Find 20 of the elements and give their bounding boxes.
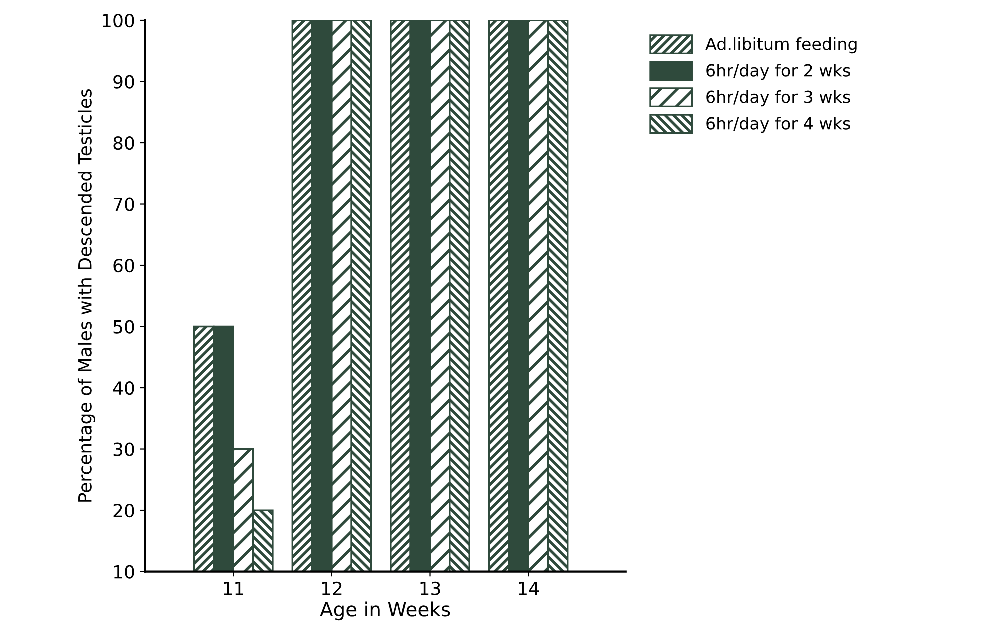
y-axis-title: Percentage of Males with Descended Testicles xyxy=(78,89,96,502)
x-tick-label: 13 xyxy=(420,582,440,596)
y-tick-label: 90 xyxy=(114,75,134,89)
y-tick-label: 30 xyxy=(114,442,134,456)
y-tick-label: 10 xyxy=(114,565,134,579)
y-tick-label: 20 xyxy=(114,504,134,518)
x-tick-label: 12 xyxy=(322,582,342,596)
legend-label: 6hr/day for 3 wks xyxy=(706,90,850,107)
legend-label: 6hr/day for 4 wks xyxy=(706,117,850,134)
x-axis-title: Age in Weeks xyxy=(320,602,450,621)
y-tick-label: 70 xyxy=(114,198,134,212)
x-tick-label: 11 xyxy=(224,582,244,596)
y-tick-label: 60 xyxy=(114,258,134,273)
y-tick-label: 80 xyxy=(114,136,134,150)
x-tick-label: 14 xyxy=(519,582,540,596)
legend-label: 6hr/day for 2 wks xyxy=(706,64,850,80)
y-tick-label: 100 xyxy=(102,14,134,28)
y-tick-label: 40 xyxy=(113,381,134,396)
legend-label: Ad.libitum feeding xyxy=(706,38,857,54)
y-tick-label: 50 xyxy=(114,320,134,334)
